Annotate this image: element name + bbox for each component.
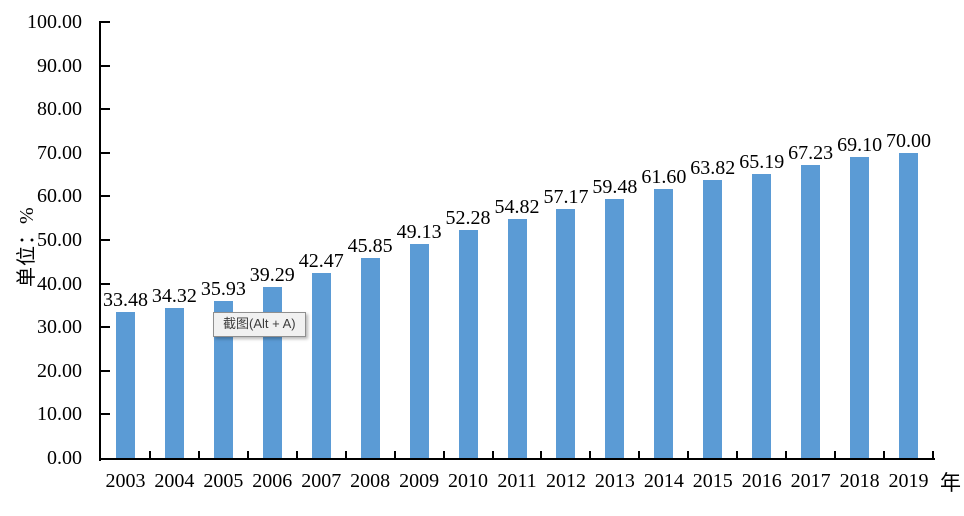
bar-2011[interactable] [507, 218, 527, 458]
x-category-label: 2007 [301, 470, 342, 492]
y-tick-mark [101, 64, 110, 67]
y-tick-label: 100.00 [27, 11, 82, 33]
y-tick-label: 70.00 [37, 141, 82, 164]
x-tick-mark [491, 451, 494, 458]
bar-value-label: 69.10 [837, 133, 883, 156]
bar-value-label: 54.82 [494, 195, 540, 218]
y-axis-title: 单位：% [16, 206, 38, 287]
y-tick-mark [101, 413, 110, 416]
bar-value-label: 70.00 [886, 129, 932, 152]
x-category-label: 2014 [643, 470, 684, 492]
bar-2005[interactable] [213, 301, 233, 458]
x-tick-mark [834, 451, 837, 458]
y-tick-label: 80.00 [37, 98, 82, 121]
bar-value-label: 34.32 [151, 285, 197, 308]
bar-2008[interactable] [360, 258, 380, 458]
x-category-label: 2017 [790, 470, 831, 492]
bar-2016[interactable] [752, 173, 772, 458]
x-tick-mark [932, 451, 934, 458]
y-tick-mark [101, 108, 110, 111]
bar-2009[interactable] [409, 243, 429, 458]
y-tick-mark [101, 369, 110, 372]
x-category-label: 2018 [839, 470, 880, 492]
x-tick-mark [295, 451, 298, 458]
bar-2018[interactable] [850, 156, 870, 458]
x-category-label: 2008 [350, 470, 391, 492]
x-category-label: 2015 [692, 470, 733, 492]
bar-2003[interactable] [115, 312, 135, 458]
bar-2012[interactable] [556, 208, 576, 458]
y-tick-mark [101, 326, 110, 329]
x-tick-mark [785, 451, 788, 458]
x-tick-mark [442, 451, 445, 458]
x-tick-mark [344, 451, 347, 458]
y-tick-label: 20.00 [37, 359, 82, 382]
x-tick-mark [883, 451, 886, 458]
x-category-label: 2019 [888, 470, 929, 492]
x-category-label: 2006 [252, 470, 293, 492]
y-tick-mark [101, 195, 110, 198]
x-tick-mark [246, 451, 249, 458]
x-tick-mark [148, 451, 151, 458]
x-category-label: 2016 [741, 470, 782, 492]
y-tick-label: 10.00 [37, 403, 82, 426]
y-tick-label: 50.00 [37, 229, 82, 251]
x-category-label: 2003 [105, 470, 146, 492]
y-tick-label: 60.00 [37, 185, 82, 208]
bar-value-label: 35.93 [200, 278, 246, 301]
x-category-label: 2009 [399, 470, 440, 492]
bar-value-label: 63.82 [690, 156, 736, 179]
x-tick-mark [638, 451, 641, 458]
x-category-label: 2012 [545, 470, 586, 492]
x-tick-mark [589, 451, 592, 458]
x-tick-mark [736, 451, 739, 458]
x-tick-mark [687, 451, 690, 458]
bar-value-label: 49.13 [396, 220, 442, 243]
bar-value-label: 52.28 [445, 207, 491, 230]
x-category-label: 2010 [448, 470, 489, 492]
bar-2013[interactable] [605, 198, 625, 458]
bar-value-label: 65.19 [739, 150, 785, 173]
bar-value-label: 42.47 [298, 249, 344, 272]
bar-value-label: 67.23 [788, 141, 834, 164]
bar-2010[interactable] [458, 230, 478, 458]
x-tick-mark [393, 451, 396, 458]
y-axis-line [99, 21, 101, 461]
y-tick-label: 90.00 [37, 54, 82, 77]
bar-2017[interactable] [801, 164, 821, 458]
x-tick-mark [540, 451, 543, 458]
y-tick-label: 0.00 [47, 447, 82, 469]
x-category-label: 2004 [154, 470, 195, 492]
bar-2015[interactable] [703, 179, 723, 458]
bar-value-label: 33.48 [102, 289, 148, 312]
screenshot-tooltip-text: 截图(Alt + A) [223, 316, 296, 331]
bar-2004[interactable] [164, 308, 184, 458]
x-category-label: 2005 [203, 470, 244, 492]
bar-2014[interactable] [654, 189, 674, 458]
bar-value-label: 45.85 [347, 235, 393, 258]
bar-2019[interactable] [899, 152, 919, 458]
x-category-label: 2011 [497, 470, 537, 492]
bar-value-label: 59.48 [592, 175, 638, 198]
bar-2007[interactable] [311, 272, 331, 458]
screenshot-tooltip: 截图(Alt + A) [213, 312, 306, 337]
y-tick-label: 30.00 [37, 316, 82, 339]
x-tick-mark [197, 451, 200, 458]
x-category-label: 2013 [594, 470, 635, 492]
y-tick-mark [101, 151, 110, 154]
y-tick-mark [101, 282, 110, 285]
y-tick-mark [101, 239, 110, 241]
bar-value-label: 39.29 [249, 263, 295, 286]
bar-value-label: 57.17 [543, 185, 589, 208]
x-axis-title: 年 [940, 471, 961, 495]
y-tick-label: 40.00 [37, 272, 82, 295]
y-tick-mark [101, 21, 110, 23]
x-axis-line [99, 458, 935, 460]
bar-value-label: 61.60 [641, 166, 687, 189]
